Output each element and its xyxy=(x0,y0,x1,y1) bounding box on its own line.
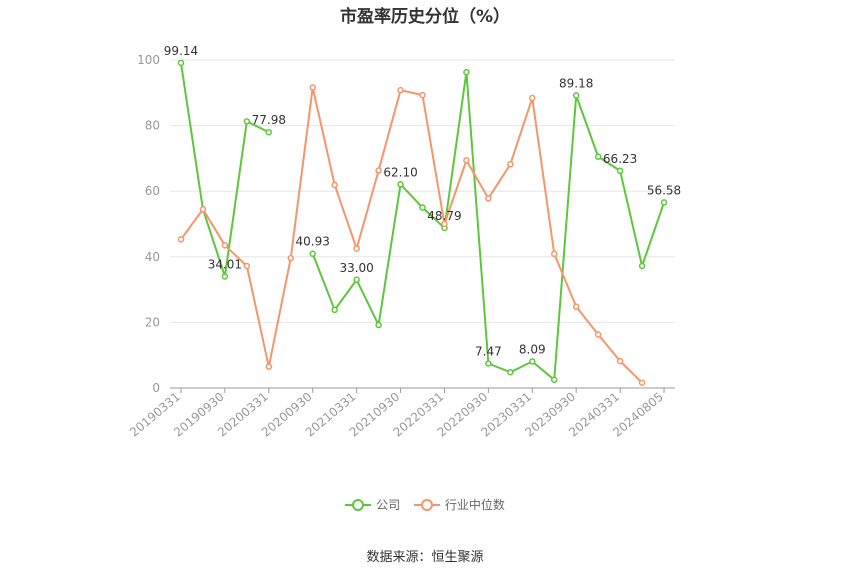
legend-marker-company xyxy=(345,498,372,511)
data-point xyxy=(550,376,558,384)
data-point xyxy=(463,68,470,76)
y-axis-ticks: 0 20 40 60 80 100 xyxy=(137,53,160,395)
data-point xyxy=(375,321,382,329)
data-point xyxy=(221,242,229,249)
data-label: 34.01 xyxy=(208,257,242,271)
data-point xyxy=(177,236,185,243)
legend-label-industry-median: 行业中位数 xyxy=(444,498,505,512)
data-point xyxy=(331,181,338,189)
data-label: 77.98 xyxy=(252,113,286,127)
data-point xyxy=(331,306,338,314)
legend-item-industry-median[interactable]: 行业中位数 xyxy=(413,496,505,513)
y-tick-label: 0 xyxy=(152,381,160,395)
data-point xyxy=(243,118,251,125)
chart-title: 市盈率历史分位（%） xyxy=(339,7,511,27)
x-axis: 2019033120190930202003312020093020210331… xyxy=(127,387,675,440)
data-point xyxy=(616,357,624,365)
data-point xyxy=(397,181,404,188)
data-point xyxy=(485,360,492,367)
data-label: 62.10 xyxy=(383,165,417,179)
data-point xyxy=(529,94,536,102)
data-label: 8.09 xyxy=(519,342,546,356)
data-point xyxy=(265,128,273,136)
legend-item-company[interactable]: 公司 xyxy=(345,496,400,513)
data-point xyxy=(243,262,251,270)
data-point xyxy=(353,245,360,252)
data-point xyxy=(199,205,207,213)
data-point xyxy=(265,363,273,370)
y-tick-label: 60 xyxy=(145,184,160,198)
data-point xyxy=(550,250,558,258)
data-point xyxy=(221,273,229,280)
data-point xyxy=(529,358,536,365)
data-label: 99.14 xyxy=(164,44,198,58)
data-label: 33.00 xyxy=(339,261,373,275)
data-point xyxy=(309,250,316,257)
data-label: 7.47 xyxy=(475,344,502,358)
data-label: 40.93 xyxy=(296,235,330,249)
data-point xyxy=(419,204,426,211)
data-point xyxy=(507,161,514,168)
data-point xyxy=(594,331,602,338)
data-point xyxy=(309,84,316,91)
series-layer xyxy=(177,59,668,387)
y-tick-label: 20 xyxy=(145,315,160,329)
data-point xyxy=(177,59,185,67)
y-tick-label: 80 xyxy=(145,119,160,133)
data-point xyxy=(638,379,646,387)
series-industry-median xyxy=(177,84,646,387)
series-company xyxy=(177,59,668,384)
data-labels: 99.14 34.01 77.98 40.93 33.00 62.10 48.79 7.47 8… xyxy=(164,44,681,359)
data-point xyxy=(572,92,580,99)
data-point xyxy=(572,303,580,310)
grid-lines xyxy=(170,59,675,323)
data-label: 89.18 xyxy=(559,76,593,90)
data-point xyxy=(441,220,448,228)
legend-label-company: 公司 xyxy=(376,498,401,512)
data-point xyxy=(485,195,492,202)
data-point xyxy=(660,199,668,206)
data-point xyxy=(638,262,646,270)
legend-marker-industry-median xyxy=(413,498,440,511)
data-point xyxy=(397,86,404,94)
data-label: 48.79 xyxy=(427,209,461,223)
data-point xyxy=(375,167,382,174)
data-point xyxy=(507,369,514,376)
y-tick-label: 100 xyxy=(137,53,160,67)
series-line xyxy=(180,86,643,384)
data-point xyxy=(419,91,426,99)
source-note: 数据来源：恒生聚源 xyxy=(366,550,484,565)
data-point xyxy=(594,153,602,161)
data-point xyxy=(287,254,295,262)
y-tick-label: 40 xyxy=(145,250,160,264)
legend: 公司 行业中位数 xyxy=(0,496,850,514)
series-line xyxy=(311,71,665,381)
data-point xyxy=(616,167,624,175)
data-label: 66.23 xyxy=(603,152,637,166)
data-point xyxy=(353,276,360,284)
data-label: 56.58 xyxy=(647,183,681,197)
data-point xyxy=(463,157,470,164)
